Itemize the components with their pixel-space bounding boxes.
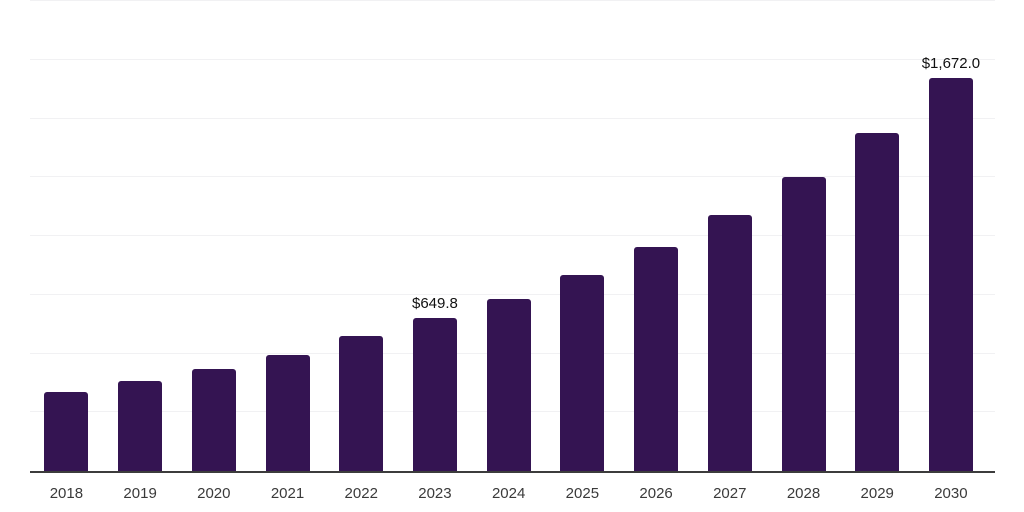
x-tick-label-2029: 2029 (860, 485, 894, 502)
x-tick-label-2020: 2020 (197, 485, 231, 502)
x-tick-label-2028: 2028 (786, 485, 821, 502)
gridline-1750 (30, 58, 995, 60)
bar-2018 (44, 391, 89, 471)
bar-2020 (191, 369, 236, 471)
gridline-2000 (30, 0, 995, 1)
bar-2023 (412, 318, 457, 471)
gridline-1250 (30, 176, 995, 178)
bar-2025 (560, 274, 605, 471)
x-tick-label-2018: 2018 (49, 485, 84, 502)
x-tick-label-2025: 2025 (565, 485, 600, 502)
x-tick-label-2022: 2022 (344, 485, 378, 502)
bar-2021 (265, 354, 310, 471)
data-label-2023: $649.8 (411, 295, 458, 313)
x-tick-label-2030: 2030 (934, 485, 968, 502)
bar-2022 (339, 336, 384, 471)
bar-2026 (634, 247, 679, 471)
x-tick-label-2024: 2024 (491, 485, 526, 502)
bar-2024 (486, 299, 531, 471)
bar-2028 (781, 177, 826, 471)
x-tick-label-2023: 2023 (418, 485, 452, 502)
data-label-2030: $1,672.0 (921, 54, 981, 72)
x-tick-label-2019: 2019 (123, 485, 157, 502)
bar-2019 (118, 381, 163, 471)
gridline-750 (30, 293, 995, 295)
x-tick-label-2027: 2027 (713, 485, 747, 502)
bar-2027 (707, 214, 752, 471)
x-tick-label-2026: 2026 (639, 485, 673, 502)
plot-area: 2018 2019 2020 2021 2022 2023 2024 2025 2026 2027… (30, 0, 995, 502)
gridline-1000 (30, 235, 995, 236)
gridline-1500 (30, 117, 995, 119)
bar-2030 (928, 78, 973, 471)
x-tick-label-2021: 2021 (270, 485, 305, 502)
bar-2029 (855, 132, 900, 471)
